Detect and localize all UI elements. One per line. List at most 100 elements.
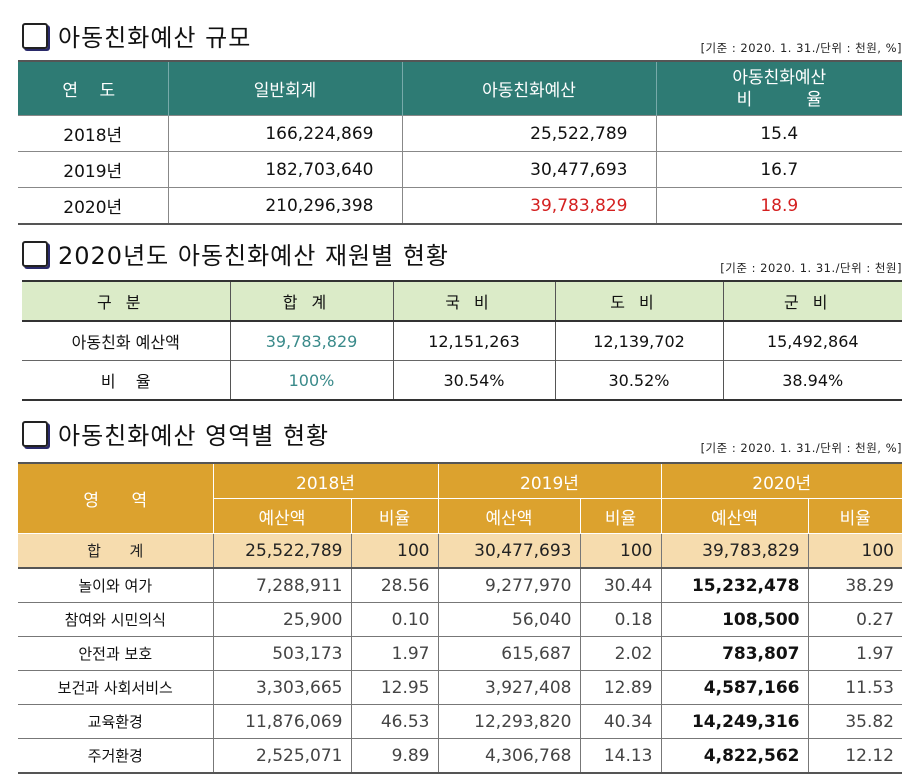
cell: 166,224,869 xyxy=(168,115,403,152)
cell: 14,249,316 xyxy=(661,704,809,739)
cell-total: 39,783,829 xyxy=(230,320,394,361)
cell: 0.18 xyxy=(580,602,662,637)
title-text: 2020년도 아동친화예산 재원별 현황 xyxy=(58,242,450,270)
cell: 100 xyxy=(351,533,439,569)
cell: 2020년 xyxy=(18,187,169,224)
cell-highlight: 18.9 xyxy=(656,187,902,224)
cell: 56,040 xyxy=(438,602,581,637)
header: 도비 xyxy=(555,281,724,322)
table-row: 놀이와 여가 7,288,911 28.56 9,277,970 30.44 15,232… xyxy=(18,567,902,603)
checkbox-square-icon xyxy=(22,420,48,447)
cell: 30.52% xyxy=(555,360,724,400)
cell: 30.44 xyxy=(580,567,662,603)
cell: 1.97 xyxy=(808,636,902,671)
cell: 11,876,069 xyxy=(213,704,352,739)
cell: 2019년 xyxy=(18,151,169,188)
checkbox-square-icon xyxy=(22,22,48,49)
cell: 210,296,398 xyxy=(168,187,403,224)
header-area: 영 역 xyxy=(18,463,214,534)
area-label: 놀이와 여가 xyxy=(18,567,214,603)
table-row: 보건과 사회서비스 3,303,665 12.95 3,927,408 12.89 4,5… xyxy=(18,670,902,705)
header-ratio: 비율 xyxy=(808,498,902,534)
cell: 783,807 xyxy=(661,636,809,671)
cell: 4,587,166 xyxy=(661,670,809,705)
header-ratio-l2: 비 율 xyxy=(736,89,822,110)
section-title-by-area: 아동친화예산 영역별 현황 xyxy=(22,416,329,451)
cell: 28.56 xyxy=(351,567,439,603)
header-year: 2018년 xyxy=(213,463,439,499)
subheader-row: 예산액 비율 예산액 비율 예산액 비율 xyxy=(18,498,902,534)
cell: 15,232,478 xyxy=(661,567,809,603)
cell: 12.89 xyxy=(580,670,662,705)
header-year: 2020년 xyxy=(661,463,902,499)
area-label: 교육환경 xyxy=(18,704,214,739)
cell: 3,927,408 xyxy=(438,670,581,705)
table-row: 아동친화 예산액 39,783,829 12,151,263 12,139,702 15… xyxy=(22,320,902,361)
cell: 3,303,665 xyxy=(213,670,352,705)
header-row: 영 역 2018년 2019년 2020년 xyxy=(18,463,902,534)
cell: 0.10 xyxy=(351,602,439,637)
cell: 182,703,640 xyxy=(168,151,403,188)
area-label: 보건과 사회서비스 xyxy=(18,670,214,705)
area-label: 합 계 xyxy=(18,533,214,569)
cell: 7,288,911 xyxy=(213,567,352,603)
cell: 12,139,702 xyxy=(555,320,724,361)
header-amount: 예산액 xyxy=(438,498,581,534)
header-general: 일반회계 xyxy=(168,61,403,116)
title-text: 아동친화예산 영역별 현황 xyxy=(58,422,330,450)
cell: 14.13 xyxy=(580,738,662,773)
cell: 2,525,071 xyxy=(213,738,352,773)
title-text: 아동친화예산 규모 xyxy=(58,24,252,52)
by-area-table: 영 역 2018년 2019년 2020년 예산액 비율 예산액 비율 예산액 비율 합 계 25… xyxy=(18,462,902,774)
total-row: 합 계 25,522,789 100 30,477,693 100 39,783,829 1… xyxy=(18,533,902,569)
header-ratio: 비율 xyxy=(351,498,439,534)
cell: 30,477,693 xyxy=(438,533,581,569)
cell: 9,277,970 xyxy=(438,567,581,603)
area-label: 안전과 보호 xyxy=(18,636,214,671)
cell: 39,783,829 xyxy=(661,533,809,569)
table-row: 교육환경 11,876,069 46.53 12,293,820 40.34 14,249… xyxy=(18,704,902,739)
table-row: 안전과 보호 503,173 1.97 615,687 2.02 783,807 1.97 xyxy=(18,636,902,671)
cell: 15,492,864 xyxy=(723,320,902,361)
cell: 0.27 xyxy=(808,602,902,637)
cell-highlight: 39,783,829 xyxy=(402,187,657,224)
cell: 38.29 xyxy=(808,567,902,603)
cell: 503,173 xyxy=(213,636,352,671)
cell: 12.12 xyxy=(808,738,902,773)
cell: 25,522,789 xyxy=(402,115,657,152)
header-amount: 예산액 xyxy=(661,498,809,534)
header: 국비 xyxy=(393,281,556,322)
cell: 1.97 xyxy=(351,636,439,671)
note: [기준 : 2020. 1. 31./단위 : 천원, %] xyxy=(700,41,902,55)
cell: 38.94% xyxy=(723,360,902,400)
cell: 100 xyxy=(580,533,662,569)
cell: 2018년 xyxy=(18,115,169,152)
cell: 12.95 xyxy=(351,670,439,705)
note: [기준 : 2020. 1. 31./단위 : 천원] xyxy=(720,261,902,275)
cell: 108,500 xyxy=(661,602,809,637)
table-row: 2019년 182,703,640 30,477,693 16.7 xyxy=(18,151,902,188)
cell: 아동친화 예산액 xyxy=(22,320,231,361)
header-ratio: 비율 xyxy=(580,498,662,534)
cell: 100 xyxy=(808,533,902,569)
header-amount: 예산액 xyxy=(213,498,352,534)
table-row: 주거환경 2,525,071 9.89 4,306,768 14.13 4,822,562… xyxy=(18,738,902,773)
cell: 9.89 xyxy=(351,738,439,773)
cell: 35.82 xyxy=(808,704,902,739)
cell: 615,687 xyxy=(438,636,581,671)
cell: 11.53 xyxy=(808,670,902,705)
cell-total: 100% xyxy=(230,360,394,400)
cell: 4,306,768 xyxy=(438,738,581,773)
header-row: 구분 합계 국비 도비 군비 xyxy=(22,281,902,322)
cell: 30.54% xyxy=(393,360,556,400)
cell: 12,151,263 xyxy=(393,320,556,361)
cell: 비 율 xyxy=(22,360,231,400)
area-label: 참여와 시민의식 xyxy=(18,602,214,637)
note: [기준 : 2020. 1. 31./단위 : 천원, %] xyxy=(700,441,902,455)
header-year: 2019년 xyxy=(438,463,662,499)
section-title-funding-source: 2020년도 아동친화예산 재원별 현황 xyxy=(22,236,449,271)
table-row: 비 율 100% 30.54% 30.52% 38.94% xyxy=(22,360,902,400)
cell: 30,477,693 xyxy=(402,151,657,188)
cell: 25,522,789 xyxy=(213,533,352,569)
cell: 46.53 xyxy=(351,704,439,739)
